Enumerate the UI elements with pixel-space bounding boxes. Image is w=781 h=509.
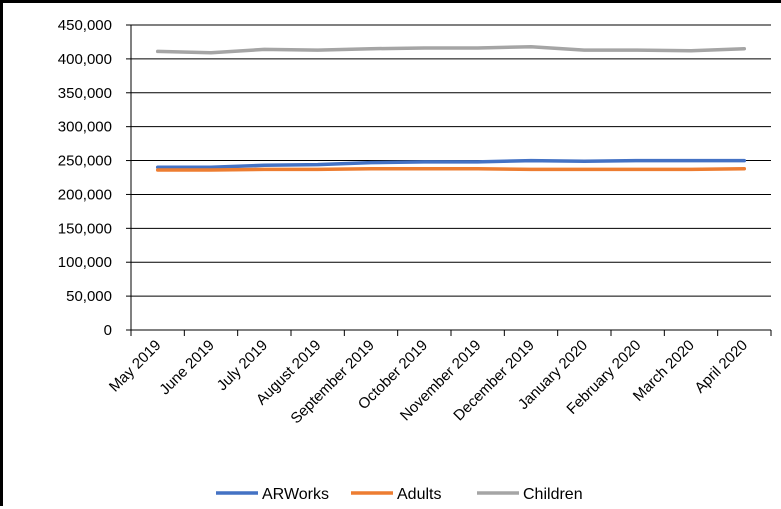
y-tick-label: 200,000 [58, 186, 112, 203]
y-tick-label: 50,000 [66, 288, 112, 305]
y-tick-labels: 0 50,000 100,000 150,000 200,000 250,000 300,0… [58, 17, 112, 339]
line-chart: 0 50,000 100,000 150,000 200,000 250,000 300,0… [58, 17, 772, 503]
y-tick-label: 350,000 [58, 85, 112, 102]
axes [126, 24, 772, 336]
series-line-arworks [155, 158, 747, 170]
y-tick-label: 400,000 [58, 51, 112, 68]
legend-label-adults: Adults [397, 486, 441, 503]
series-lines [155, 44, 747, 172]
y-tick-label: 150,000 [58, 220, 112, 237]
legend-label-children: Children [523, 486, 583, 503]
series-line-adults [155, 166, 747, 172]
x-tick-label: June 2019 [156, 337, 218, 399]
x-tick-label: April 2020 [691, 337, 751, 397]
y-tick-label: 300,000 [58, 119, 112, 136]
legend: ARWorks Adults Children [216, 486, 583, 503]
y-tick-label: 450,000 [58, 17, 112, 34]
y-tick-label: 0 [104, 322, 112, 339]
series-line-children [155, 44, 747, 55]
y-tick-label: 250,000 [58, 153, 112, 170]
legend-label-arworks: ARWorks [262, 486, 329, 503]
y-tick-label: 100,000 [58, 254, 112, 271]
